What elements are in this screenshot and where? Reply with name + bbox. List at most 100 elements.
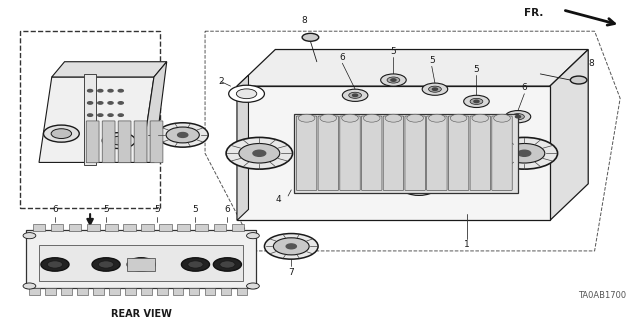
Text: 5: 5 xyxy=(103,205,109,214)
Circle shape xyxy=(302,33,319,41)
Text: 8: 8 xyxy=(589,59,595,68)
Circle shape xyxy=(239,144,280,163)
Circle shape xyxy=(118,90,124,92)
Polygon shape xyxy=(39,77,154,162)
Circle shape xyxy=(472,114,488,122)
Text: 7: 7 xyxy=(289,268,294,277)
FancyBboxPatch shape xyxy=(84,74,97,166)
Circle shape xyxy=(253,150,266,156)
Circle shape xyxy=(353,94,358,97)
Circle shape xyxy=(401,178,437,195)
FancyBboxPatch shape xyxy=(87,224,100,231)
FancyBboxPatch shape xyxy=(141,224,154,231)
Text: 5: 5 xyxy=(390,47,396,56)
Circle shape xyxy=(88,114,93,116)
FancyBboxPatch shape xyxy=(195,224,208,231)
FancyBboxPatch shape xyxy=(109,287,120,295)
FancyBboxPatch shape xyxy=(189,287,200,295)
Polygon shape xyxy=(237,49,588,86)
Circle shape xyxy=(407,114,424,122)
FancyBboxPatch shape xyxy=(214,224,226,231)
Circle shape xyxy=(236,89,257,99)
Polygon shape xyxy=(237,75,248,220)
Circle shape xyxy=(134,261,149,268)
FancyBboxPatch shape xyxy=(237,287,247,295)
FancyBboxPatch shape xyxy=(405,116,426,190)
Circle shape xyxy=(264,234,318,259)
Circle shape xyxy=(118,102,124,104)
FancyBboxPatch shape xyxy=(69,224,81,231)
Text: 5: 5 xyxy=(474,65,479,74)
Circle shape xyxy=(98,114,103,116)
Text: 5: 5 xyxy=(154,205,160,214)
Circle shape xyxy=(110,136,128,145)
Circle shape xyxy=(157,123,208,147)
FancyBboxPatch shape xyxy=(93,287,104,295)
Text: 6: 6 xyxy=(52,205,58,214)
FancyBboxPatch shape xyxy=(33,224,45,231)
Circle shape xyxy=(385,114,402,122)
Circle shape xyxy=(464,95,489,108)
Circle shape xyxy=(364,114,380,122)
Circle shape xyxy=(102,133,136,149)
FancyBboxPatch shape xyxy=(470,116,490,190)
Circle shape xyxy=(220,261,235,268)
Circle shape xyxy=(23,283,36,289)
FancyBboxPatch shape xyxy=(362,116,382,190)
FancyBboxPatch shape xyxy=(102,121,115,163)
Circle shape xyxy=(99,261,114,268)
Circle shape xyxy=(44,125,79,142)
FancyBboxPatch shape xyxy=(427,116,447,190)
FancyBboxPatch shape xyxy=(127,258,156,271)
FancyBboxPatch shape xyxy=(20,31,161,208)
FancyBboxPatch shape xyxy=(29,287,40,295)
FancyBboxPatch shape xyxy=(39,245,243,281)
FancyBboxPatch shape xyxy=(492,116,512,190)
Circle shape xyxy=(108,114,113,116)
Text: 6: 6 xyxy=(522,83,527,92)
Circle shape xyxy=(409,182,429,192)
FancyBboxPatch shape xyxy=(134,121,147,163)
Circle shape xyxy=(491,137,557,169)
Text: TA0AB1700: TA0AB1700 xyxy=(579,291,627,300)
Circle shape xyxy=(518,150,531,156)
FancyBboxPatch shape xyxy=(123,224,136,231)
FancyBboxPatch shape xyxy=(340,116,360,190)
FancyBboxPatch shape xyxy=(45,287,56,295)
Circle shape xyxy=(213,258,241,271)
Text: REAR VIEW: REAR VIEW xyxy=(111,309,172,319)
Circle shape xyxy=(570,76,587,84)
Circle shape xyxy=(511,114,524,120)
FancyBboxPatch shape xyxy=(449,116,468,190)
Circle shape xyxy=(88,102,93,104)
Circle shape xyxy=(41,258,69,271)
Circle shape xyxy=(504,144,545,163)
Circle shape xyxy=(342,89,368,101)
Circle shape xyxy=(98,102,103,104)
Text: 6: 6 xyxy=(225,205,230,214)
Circle shape xyxy=(51,129,72,138)
Text: 7: 7 xyxy=(135,127,141,137)
Circle shape xyxy=(391,79,396,81)
Text: 3: 3 xyxy=(381,185,387,194)
Circle shape xyxy=(273,238,309,255)
FancyBboxPatch shape xyxy=(150,121,163,163)
FancyBboxPatch shape xyxy=(77,287,88,295)
FancyBboxPatch shape xyxy=(159,224,172,231)
Circle shape xyxy=(429,86,442,92)
Circle shape xyxy=(320,114,337,122)
FancyBboxPatch shape xyxy=(105,224,118,231)
Text: FR.: FR. xyxy=(524,8,543,18)
FancyBboxPatch shape xyxy=(86,121,99,163)
Circle shape xyxy=(23,233,36,239)
Circle shape xyxy=(118,114,124,116)
Circle shape xyxy=(493,114,510,122)
Circle shape xyxy=(429,114,445,122)
FancyBboxPatch shape xyxy=(26,230,256,287)
Circle shape xyxy=(246,233,259,239)
Circle shape xyxy=(166,127,199,143)
FancyBboxPatch shape xyxy=(294,114,518,193)
Text: B-37-15: B-37-15 xyxy=(69,242,111,252)
Circle shape xyxy=(342,114,358,122)
Text: 5: 5 xyxy=(429,56,435,65)
